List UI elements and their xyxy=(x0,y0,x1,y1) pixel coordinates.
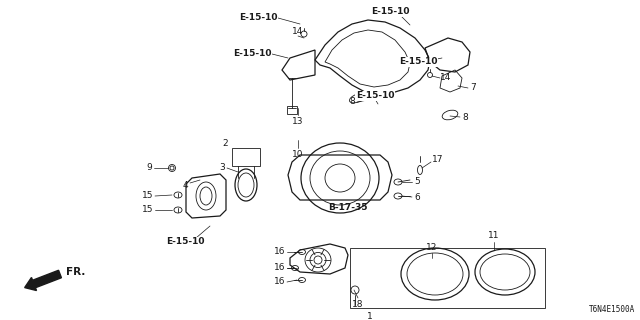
Text: 15: 15 xyxy=(141,205,153,214)
Text: E-15-10: E-15-10 xyxy=(239,13,277,22)
Text: 7: 7 xyxy=(470,84,476,92)
Text: E-15-10: E-15-10 xyxy=(399,58,437,67)
Text: 14: 14 xyxy=(440,74,451,83)
FancyArrow shape xyxy=(25,270,61,291)
Bar xyxy=(287,106,297,114)
Text: B-17-35: B-17-35 xyxy=(328,204,368,212)
Text: 12: 12 xyxy=(426,243,438,252)
Text: 9: 9 xyxy=(147,164,152,172)
Bar xyxy=(350,248,545,308)
Text: 8: 8 xyxy=(462,113,468,122)
Bar xyxy=(232,148,260,166)
Text: 1: 1 xyxy=(367,312,373,320)
Text: 17: 17 xyxy=(432,156,444,164)
Text: T6N4E1500A: T6N4E1500A xyxy=(589,305,635,314)
Text: 16: 16 xyxy=(273,263,285,273)
Text: 3: 3 xyxy=(220,164,225,172)
Text: E-15-10: E-15-10 xyxy=(371,7,409,17)
Text: 16: 16 xyxy=(273,247,285,257)
Text: 10: 10 xyxy=(292,150,304,159)
Text: E-15-10: E-15-10 xyxy=(166,237,204,246)
Text: 6: 6 xyxy=(414,193,420,202)
Text: 4: 4 xyxy=(182,180,188,189)
Text: 16: 16 xyxy=(273,277,285,286)
Text: 14: 14 xyxy=(292,28,304,36)
Text: 18: 18 xyxy=(352,300,364,309)
Text: 5: 5 xyxy=(414,178,420,187)
Text: E-15-10: E-15-10 xyxy=(356,92,394,100)
Text: E-15-10: E-15-10 xyxy=(233,50,271,59)
Text: 15: 15 xyxy=(141,191,153,201)
Text: 13: 13 xyxy=(292,117,304,126)
Text: 8: 8 xyxy=(349,98,355,107)
Text: 2: 2 xyxy=(222,140,228,148)
Text: 11: 11 xyxy=(488,231,500,240)
Text: FR.: FR. xyxy=(66,267,85,277)
